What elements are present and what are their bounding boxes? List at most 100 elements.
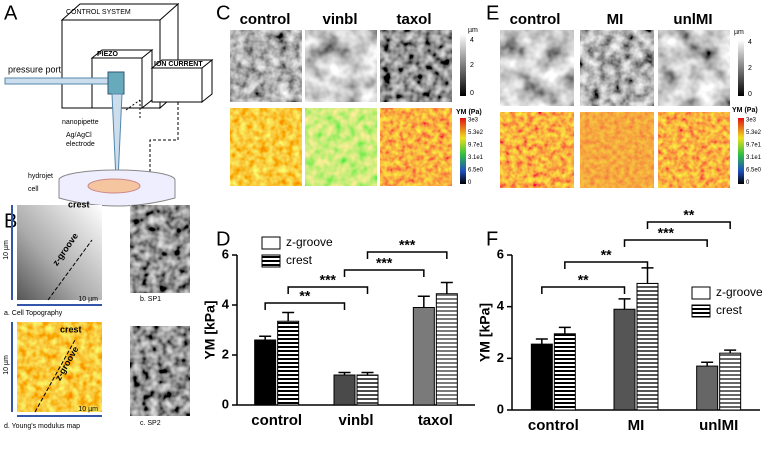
colorbar-tick: 6.5e0 <box>468 168 484 174</box>
legend-label: crest <box>716 303 743 317</box>
y-tick-label: 2 <box>222 346 229 361</box>
label: 10 µm <box>78 406 98 413</box>
bar <box>696 365 719 411</box>
bar <box>553 333 576 411</box>
panel-letter: B <box>4 210 17 232</box>
error-bar <box>417 295 430 308</box>
label: b. SP1 <box>140 296 161 303</box>
legend-label: z-groove <box>286 235 333 249</box>
label: a. Cell Topography <box>4 310 63 317</box>
ym-image <box>500 112 574 188</box>
bar <box>277 320 300 406</box>
image-label: unlMI <box>673 11 712 28</box>
image-label: MI <box>607 11 624 28</box>
colorbar-unit: YM (Pa) <box>456 109 482 116</box>
significance-label: ** <box>601 247 612 263</box>
height-image <box>580 30 654 106</box>
shape <box>149 102 179 185</box>
y-tick-label: 0 <box>497 401 504 416</box>
colorbar-tick: 3.1e1 <box>746 155 762 161</box>
error-bar <box>282 311 295 322</box>
significance-label: ** <box>683 207 694 223</box>
legend-swatch <box>691 286 711 300</box>
y-tick-label: 6 <box>497 246 504 261</box>
legend-label: crest <box>286 253 313 267</box>
significance-bracket <box>623 239 708 247</box>
height-image <box>230 30 302 102</box>
significance-bracket <box>343 269 425 277</box>
significance-bracket <box>287 286 369 294</box>
bar <box>636 282 659 411</box>
colorbar-tick: 3e3 <box>746 118 757 124</box>
shape <box>4 77 114 85</box>
label: 10 µm <box>3 355 10 375</box>
error-bar <box>361 371 374 375</box>
label: pressure port <box>8 64 62 74</box>
shape <box>34 339 76 413</box>
legend-swatch <box>261 236 281 250</box>
image-label: vinbl <box>322 11 357 28</box>
colorbar-tick: 0 <box>746 180 750 186</box>
label: crest <box>68 199 90 209</box>
significance-label: ** <box>578 272 589 288</box>
height-image <box>305 30 377 102</box>
significance-label: *** <box>376 255 393 271</box>
colorbar <box>460 34 466 96</box>
y-axis-label: YM [kPa] <box>202 300 218 359</box>
ym-image <box>658 112 730 188</box>
significance-label: *** <box>399 237 416 253</box>
height-image <box>658 30 730 106</box>
colorbar-tick: 0 <box>468 180 472 186</box>
panel-letter: A <box>4 2 18 24</box>
label: crest <box>60 324 82 334</box>
significance-bracket <box>541 286 626 294</box>
shape <box>151 67 203 103</box>
ym-image <box>580 112 654 188</box>
colorbar-unit: YM (Pa) <box>732 107 758 114</box>
significance-label: *** <box>320 272 337 288</box>
x-tick-label: control <box>251 412 302 429</box>
colorbar-tick: 9.7e1 <box>468 143 484 149</box>
colorbar-tick: 4 <box>470 37 474 44</box>
colorbar-tick: 3e3 <box>468 118 479 124</box>
height-image <box>500 30 574 106</box>
error-bar <box>259 335 272 340</box>
bar <box>412 307 435 406</box>
label: nanopipette <box>62 119 99 126</box>
panel-letter: D <box>216 228 230 250</box>
setup-schematic: CONTROL SYSTEM PIEZO ION CURRENT pressur… <box>4 2 214 207</box>
panel-letter: C <box>216 2 230 24</box>
error-bar <box>618 298 631 310</box>
x-tick-label: MI <box>628 417 645 434</box>
image-label: taxol <box>396 11 431 28</box>
label: cell <box>28 186 39 193</box>
panel-letter: F <box>486 228 498 250</box>
label: PIEZO <box>97 51 119 58</box>
panel-letter: E <box>486 2 499 24</box>
significance-label: ** <box>299 288 310 304</box>
panel-b: crest z-groove 10 µm 10 µm a. Cell Topog… <box>3 199 190 430</box>
colorbar-tick: 3.1e1 <box>468 155 484 161</box>
image-label: control <box>510 11 561 28</box>
error-bar <box>724 349 737 354</box>
colorbar-tick: 2 <box>748 65 752 72</box>
colorbar-unit: µm <box>734 29 744 36</box>
legend-label: z-groove <box>716 285 762 299</box>
y-tick-label: 2 <box>497 350 504 365</box>
height-image <box>380 30 452 102</box>
bar <box>613 308 636 411</box>
shape <box>111 93 123 181</box>
x-tick-label: control <box>528 417 579 434</box>
y-tick-label: 6 <box>222 246 229 261</box>
ym-image <box>230 108 302 186</box>
error-bar <box>641 267 654 284</box>
colorbar <box>738 118 744 184</box>
bar <box>356 374 379 406</box>
shape <box>47 239 93 301</box>
label: Ag/AgCl <box>66 132 92 139</box>
colorbar-tick: 6.5e0 <box>746 168 762 174</box>
colorbar-unit: µm <box>468 27 478 34</box>
shape <box>125 99 141 118</box>
label: ION CURRENT <box>154 61 203 68</box>
error-bar <box>338 371 351 375</box>
